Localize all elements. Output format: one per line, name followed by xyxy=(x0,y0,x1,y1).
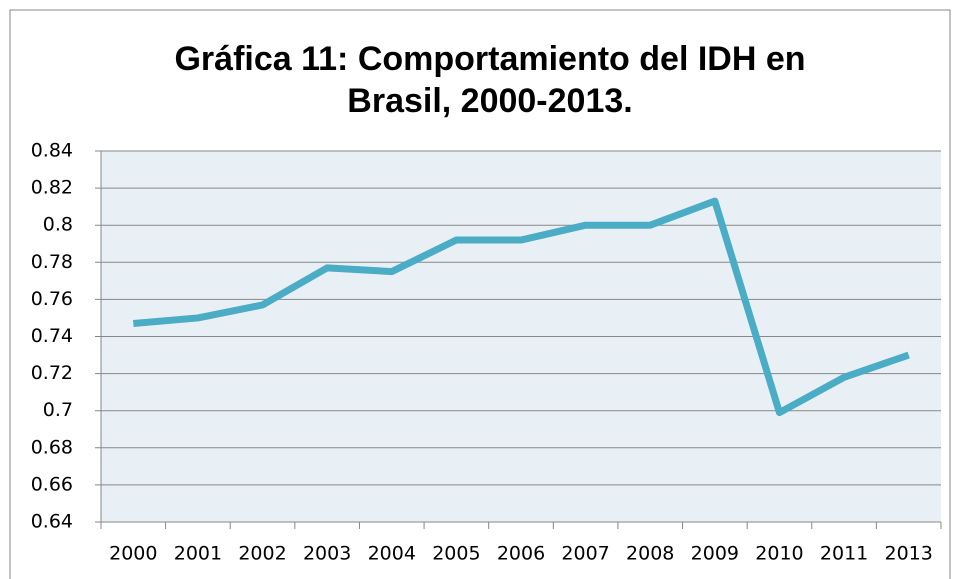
x-tick-label: 2009 xyxy=(691,543,739,565)
x-tick-label: 2003 xyxy=(303,543,351,565)
y-tick-label: 0.7 xyxy=(43,399,73,421)
x-tick-label: 2007 xyxy=(561,543,609,565)
x-tick-label: 2006 xyxy=(497,543,545,565)
chart-title: Gráfica 11: Comportamiento del IDH en Br… xyxy=(174,40,806,120)
y-tick-label: 0.76 xyxy=(31,288,73,310)
x-tick-label: 2004 xyxy=(368,543,416,565)
x-tick-label: 2008 xyxy=(626,543,674,565)
x-tick-label: 2011 xyxy=(820,543,868,565)
x-tick-label: 2010 xyxy=(755,543,803,565)
chart-border xyxy=(9,9,951,579)
y-tick-label: 0.78 xyxy=(31,251,73,273)
y-tick-label: 0.8 xyxy=(43,214,73,236)
data-line xyxy=(133,197,910,417)
y-tick-label: 0.64 xyxy=(31,511,73,533)
y-tick-label: 0.84 xyxy=(31,140,73,162)
y-tick-label: 0.74 xyxy=(31,325,73,347)
y-tick-label: 0.72 xyxy=(31,362,73,384)
y-tick-label: 0.66 xyxy=(31,473,73,495)
y-tick-label: 0.68 xyxy=(31,436,73,458)
x-tick-label: 2013 xyxy=(885,543,933,565)
x-tick-label: 2000 xyxy=(109,543,157,565)
x-tick-label: 2002 xyxy=(238,543,286,565)
x-tick-label: 2005 xyxy=(432,543,480,565)
y-tick-label: 0.82 xyxy=(31,177,73,199)
x-tick-label: 2001 xyxy=(174,543,222,565)
